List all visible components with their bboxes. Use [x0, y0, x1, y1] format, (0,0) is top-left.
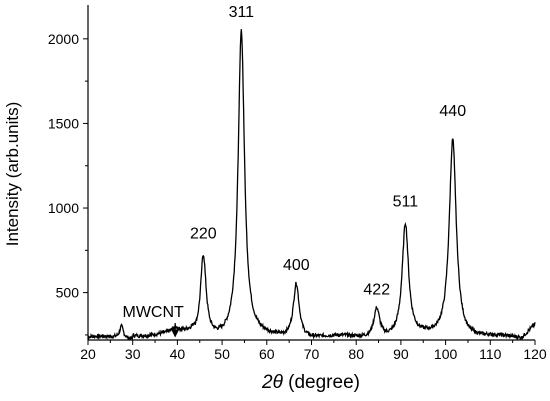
- peak-label: 220: [190, 225, 217, 242]
- x-tick-label: 120: [523, 346, 547, 362]
- mwcnt-label: MWCNT: [123, 304, 185, 321]
- mwcnt-arrow-head: [171, 329, 180, 338]
- peak-label: 422: [363, 281, 390, 298]
- y-tick-label: 1000: [48, 200, 79, 216]
- x-tick-label: 80: [348, 346, 364, 362]
- x-tick-label: 20: [80, 346, 96, 362]
- x-tick-label: 70: [304, 346, 320, 362]
- x-tick-label: 60: [259, 346, 275, 362]
- peak-label: 511: [393, 193, 419, 210]
- xrd-pattern-line: [87, 29, 536, 341]
- x-axis-title-symbol: 2θ: [261, 372, 284, 393]
- y-axis-title: Intensity (arb.units): [3, 102, 22, 247]
- ticks: 20 30 40 50 60 70 80 90 100 110 120 500 1000 1500 2000: [48, 31, 547, 362]
- x-tick-label: 30: [125, 346, 141, 362]
- y-tick-label: 500: [56, 285, 80, 301]
- x-axis-title-rest: (degree): [283, 372, 360, 393]
- axes: [87, 5, 535, 341]
- peak-label: 440: [439, 103, 466, 120]
- y-tick-label: 1500: [48, 115, 79, 131]
- peak-label: 400: [283, 257, 310, 274]
- y-tick-label: 2000: [48, 31, 79, 47]
- x-tick-label: 40: [170, 346, 186, 362]
- x-tick-label: 110: [479, 346, 502, 362]
- peak-annotations: 220 311 400 422 511 440 MWCNT: [123, 4, 466, 338]
- x-axis-title: 2θ (degree): [261, 372, 360, 393]
- peak-label: 311: [229, 4, 255, 21]
- x-tick-label: 100: [434, 346, 458, 362]
- x-tick-label: 50: [214, 346, 230, 362]
- x-tick-label: 90: [393, 346, 409, 362]
